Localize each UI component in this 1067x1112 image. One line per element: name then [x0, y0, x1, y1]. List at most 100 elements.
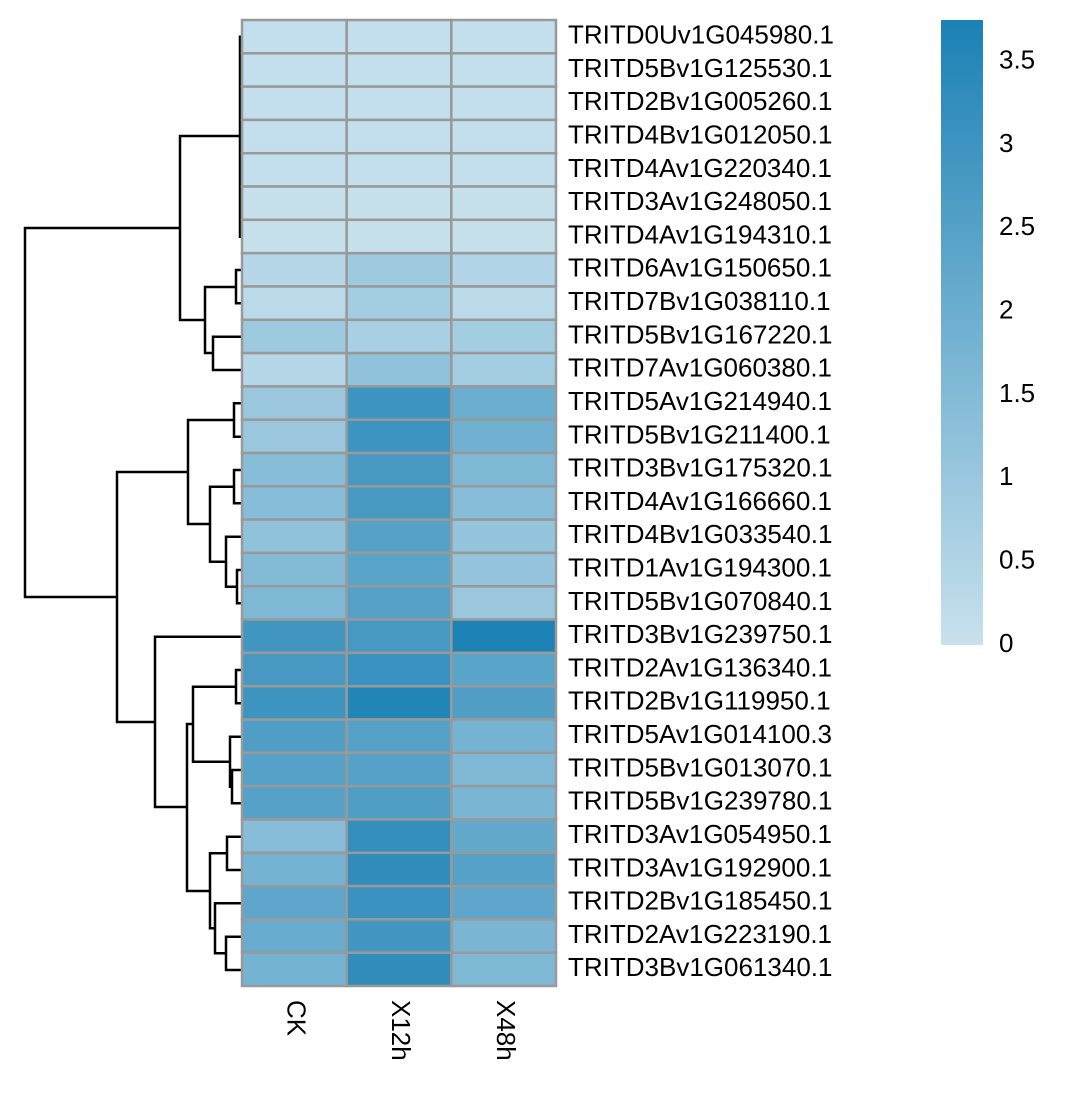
column-label: CK	[281, 1000, 311, 1037]
row-label: TRITD5Av1G014100.3	[568, 719, 832, 749]
heatmap-cell	[450, 418, 558, 455]
colorbar-tick-label: 2.5	[999, 211, 1035, 241]
heatmap-cell	[345, 85, 453, 122]
heatmap-cell	[345, 551, 453, 588]
heatmap-cell	[450, 118, 558, 155]
heatmap-cell	[345, 918, 453, 954]
row-label: TRITD6Av1G150650.1	[568, 253, 832, 283]
heatmap-cell	[240, 518, 348, 555]
row-label: TRITD4Bv1G033540.1	[568, 519, 832, 549]
heatmap-cell	[450, 518, 558, 555]
heatmap-cell	[450, 18, 558, 55]
heatmap-cell	[240, 684, 348, 721]
heatmap-cell	[345, 52, 453, 88]
colorbar-tick-label: 0	[999, 628, 1013, 658]
heatmap-cell	[450, 851, 558, 888]
row-label: TRITD2Bv1G005260.1	[568, 86, 832, 116]
row-label: TRITD3Av1G192900.1	[568, 852, 832, 882]
heatmap-cell	[450, 52, 558, 88]
row-label: TRITD5Bv1G239780.1	[568, 786, 832, 816]
heatmap-cell	[240, 884, 348, 921]
heatmap-cell	[450, 884, 558, 921]
heatmap-cell	[240, 118, 348, 155]
heatmap-cell	[240, 951, 348, 988]
heatmap-cell	[345, 751, 453, 788]
heatmap-cell	[345, 651, 453, 688]
colorbar-tick-label: 3.5	[999, 45, 1035, 75]
row-label: TRITD0Uv1G045980.1	[568, 20, 834, 50]
heatmap-cell	[345, 818, 453, 855]
row-label: TRITD2Bv1G119950.1	[568, 686, 831, 716]
heatmap-cell	[450, 385, 558, 421]
heatmap-cell	[450, 818, 558, 855]
heatmap-cell	[450, 185, 558, 222]
row-label: TRITD5Av1G214940.1	[568, 386, 832, 416]
heatmap-cell	[450, 551, 558, 588]
heatmap-cell	[450, 151, 558, 188]
heatmap-cell	[450, 485, 558, 521]
column-label: X12h	[386, 1000, 416, 1061]
heatmap-cell	[240, 418, 348, 455]
heatmap-cell	[450, 318, 558, 355]
row-label: TRITD5Bv1G211400.1	[568, 419, 831, 449]
heatmap-cell	[450, 651, 558, 688]
heatmap-cell	[450, 618, 558, 655]
heatmap-cell	[240, 651, 348, 688]
dendrogram	[23, 35, 242, 972]
heatmap-cell	[345, 451, 453, 488]
heatmap-cell	[450, 351, 558, 388]
heatmap-cell	[240, 451, 348, 488]
column-label: X48h	[491, 1000, 521, 1061]
row-label: TRITD4Av1G220340.1	[568, 153, 832, 183]
heatmap-cell	[240, 151, 348, 188]
heatmap-cell	[345, 884, 453, 921]
row-label: TRITD4Bv1G012050.1	[568, 119, 832, 149]
heatmap-cell	[240, 918, 348, 954]
heatmap-cell	[240, 551, 348, 588]
heatmap-cell	[240, 185, 348, 222]
heatmap-cell	[345, 951, 453, 988]
heatmap-cell	[240, 718, 348, 755]
heatmap-cell	[345, 385, 453, 421]
heatmap-cell	[240, 385, 348, 421]
heatmap-cell	[240, 18, 348, 55]
heatmap-cell	[450, 684, 558, 721]
heatmap-cell	[240, 784, 348, 821]
heatmap-cell	[345, 218, 453, 255]
heatmap-cell	[450, 784, 558, 821]
heatmap-cell	[345, 485, 453, 521]
heatmap-cell	[450, 251, 558, 288]
heatmap-cell	[450, 951, 558, 988]
heatmap-cell	[345, 684, 453, 721]
row-label: TRITD3Bv1G175320.1	[568, 453, 832, 483]
heatmap-cell	[240, 618, 348, 655]
row-label: TRITD7Av1G060380.1	[568, 353, 832, 383]
colorbar-tick-label: 2	[999, 295, 1013, 325]
heatmap-cell	[240, 85, 348, 122]
row-label: TRITD5Bv1G167220.1	[568, 319, 832, 349]
heatmap-cell	[345, 618, 453, 655]
heatmap-cell	[450, 751, 558, 788]
heatmap-cell	[240, 851, 348, 888]
heatmap-cell	[345, 151, 453, 188]
heatmap-cell	[450, 451, 558, 488]
row-label: TRITD4Av1G166660.1	[568, 486, 832, 516]
heatmap-cell	[450, 718, 558, 755]
row-label: TRITD1Av1G194300.1	[568, 552, 832, 582]
row-label: TRITD7Bv1G038110.1	[568, 286, 831, 316]
colorbar-tick-label: 3	[999, 128, 1013, 158]
heatmap-cell	[345, 185, 453, 222]
colorbar-tick-label: 1.5	[999, 378, 1035, 408]
heatmap-cell	[345, 718, 453, 755]
heatmap-cell	[345, 318, 453, 355]
heatmap-cell	[450, 218, 558, 255]
row-label: TRITD3Av1G054950.1	[568, 819, 832, 849]
colorbar	[941, 20, 983, 645]
heatmap-cell	[240, 751, 348, 788]
colorbar-tick-label: 0.5	[999, 545, 1035, 575]
colorbar-tick-label: 1	[999, 461, 1013, 491]
row-label: TRITD5Bv1G070840.1	[568, 586, 832, 616]
heatmap-cell	[450, 285, 558, 322]
heatmap-cell	[345, 118, 453, 155]
